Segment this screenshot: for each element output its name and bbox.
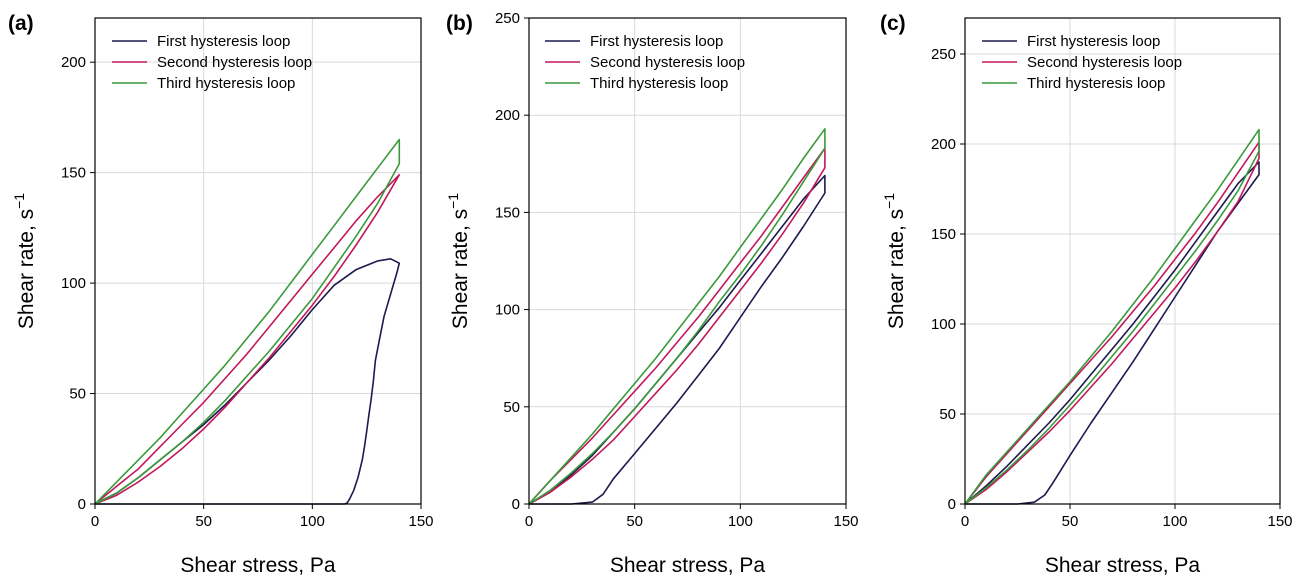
legend-entry: Second hysteresis loop: [1027, 54, 1182, 71]
x-tick-label: 150: [408, 513, 433, 530]
x-tick-label: 50: [1062, 513, 1079, 530]
panel-label: (b): [446, 12, 473, 35]
x-tick-label: 150: [1267, 513, 1292, 530]
y-tick-label: 50: [69, 386, 86, 403]
y-axis-label: Shear rate, s−1: [881, 193, 908, 329]
legend-entry: Third hysteresis loop: [157, 75, 295, 92]
x-tick-label: 0: [961, 513, 969, 530]
plot-frame: [528, 17, 847, 505]
x-tick-label: 50: [626, 513, 643, 530]
x-tick-label: 100: [1162, 513, 1187, 530]
x-axis-label: Shear stress, Pa: [180, 554, 336, 576]
y-axis-label-text: Shear rate, s: [15, 209, 38, 329]
plot-frame: [964, 17, 1281, 505]
series-line-2: [94, 174, 401, 505]
series-line-1: [964, 161, 1260, 505]
y-tick-label: 100: [61, 275, 86, 292]
y-axis-label-text: Shear rate, s: [449, 209, 472, 329]
series-line-3: [94, 138, 401, 505]
legend-entry: First hysteresis loop: [157, 33, 290, 50]
legend-entry: Third hysteresis loop: [590, 75, 728, 92]
series-line-3: [528, 128, 826, 505]
legend-entry: Second hysteresis loop: [157, 54, 312, 71]
panel-label: (c): [880, 12, 906, 35]
chart-panel-2: 0 50 100 150 0 50 100 150 200 250 Shear stress, Pa…: [445, 10, 859, 576]
x-tick-label: 0: [91, 513, 99, 530]
y-tick-label: 50: [939, 406, 956, 423]
legend: First hysteresis loop Second hysteresis l…: [545, 33, 745, 92]
y-tick-label: 250: [495, 10, 520, 27]
y-tick-label: 200: [495, 107, 520, 124]
legend-entry: First hysteresis loop: [1027, 33, 1160, 50]
y-axis-label-superscript: −1: [445, 193, 461, 209]
y-tick-label: 0: [512, 496, 520, 513]
x-tick-label: 0: [525, 513, 533, 530]
series-line-1: [94, 258, 401, 505]
y-tick-label: 250: [931, 46, 956, 63]
x-axis-label: Shear stress, Pa: [1045, 554, 1201, 576]
x-tick-label: 50: [195, 513, 212, 530]
legend-entry: First hysteresis loop: [590, 33, 723, 50]
series-line-3: [964, 128, 1260, 505]
y-axis-label-superscript: −1: [881, 193, 897, 209]
y-tick-label: 50: [503, 399, 520, 416]
y-axis-label: Shear rate, s−1: [11, 193, 38, 329]
legend: First hysteresis loop Second hysteresis l…: [112, 33, 312, 92]
y-tick-label: 200: [931, 136, 956, 153]
y-axis-label-superscript: −1: [11, 193, 27, 209]
chart-panel-3: 0 50 100 150 0 50 100 150 200 250 Shear stress, Pa…: [880, 12, 1293, 576]
y-axis-label-text: Shear rate, s: [885, 209, 908, 329]
legend-entry: Second hysteresis loop: [590, 54, 745, 71]
y-tick-label: 0: [948, 496, 956, 513]
x-tick-label: 100: [728, 513, 753, 530]
y-tick-label: 100: [495, 302, 520, 319]
panel-label: (a): [8, 12, 34, 35]
x-tick-label: 100: [300, 513, 325, 530]
y-axis-label: Shear rate, s−1: [445, 193, 472, 329]
y-tick-label: 0: [78, 496, 86, 513]
series-line-2: [528, 147, 826, 505]
plot-frame: [94, 17, 422, 505]
x-tick-label: 150: [833, 513, 858, 530]
x-axis-label: Shear stress, Pa: [610, 554, 766, 576]
y-tick-label: 150: [931, 226, 956, 243]
legend-entry: Third hysteresis loop: [1027, 75, 1165, 92]
y-tick-label: 200: [61, 54, 86, 71]
chart-panel-1: 0 50 100 150 0 50 100 150 200 Shear stress, Pa She…: [8, 12, 434, 576]
legend: First hysteresis loop Second hysteresis l…: [982, 33, 1182, 92]
y-tick-label: 150: [61, 165, 86, 182]
y-tick-label: 100: [931, 316, 956, 333]
y-tick-label: 150: [495, 204, 520, 221]
